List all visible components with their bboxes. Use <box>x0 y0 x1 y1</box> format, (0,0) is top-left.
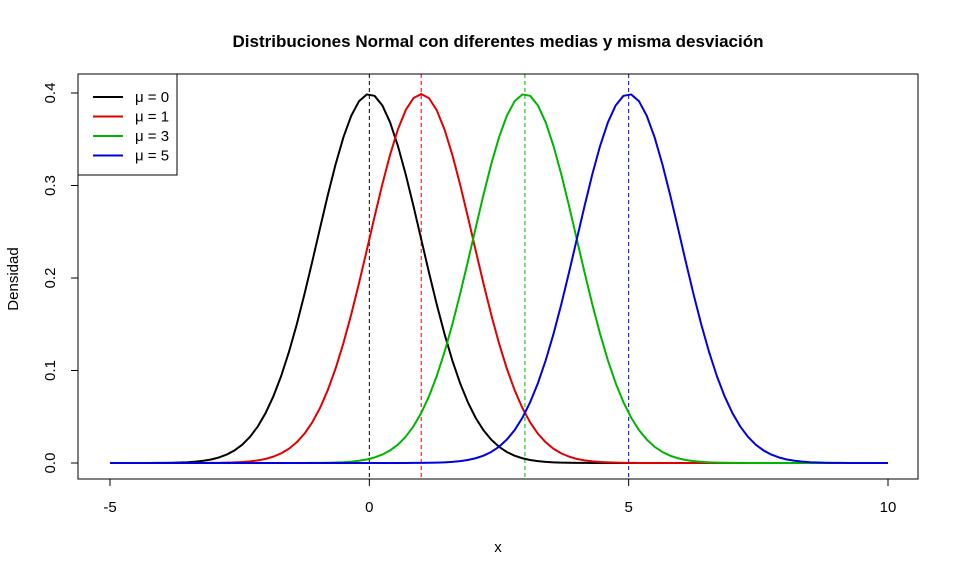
x-tick-label-2: 5 <box>624 499 632 516</box>
x-tick-label-0: -5 <box>103 499 116 516</box>
y-tick-label-3: 0.3 <box>42 175 59 196</box>
legend-label-2: μ = 3 <box>135 128 169 145</box>
x-tick-label-1: 0 <box>365 499 373 516</box>
x-tick-label-3: 10 <box>880 499 897 516</box>
y-axis-label: Densidad <box>5 247 22 310</box>
y-tick-label-2: 0.2 <box>42 268 59 289</box>
x-axis-label: x <box>494 539 502 556</box>
y-tick-label-0: 0.0 <box>42 453 59 474</box>
legend: μ = 0 μ = 1 μ = 3 μ = 5 <box>77 73 178 176</box>
y-tick-label-4: 0.4 <box>42 83 59 104</box>
series-line-3 <box>110 93 888 464</box>
legend-box <box>77 73 178 176</box>
legend-label-1: μ = 1 <box>135 109 169 126</box>
legend-label-3: μ = 5 <box>135 148 169 165</box>
plot-area <box>110 74 888 479</box>
series-line-0 <box>110 93 888 464</box>
chart-title: Distribuciones Normal con diferentes med… <box>233 32 764 51</box>
y-tick-label-1: 0.1 <box>42 360 59 381</box>
series-line-2 <box>110 93 888 464</box>
legend-label-0: μ = 0 <box>135 89 169 106</box>
plot-frame <box>77 73 919 480</box>
series-line-1 <box>110 92 888 464</box>
